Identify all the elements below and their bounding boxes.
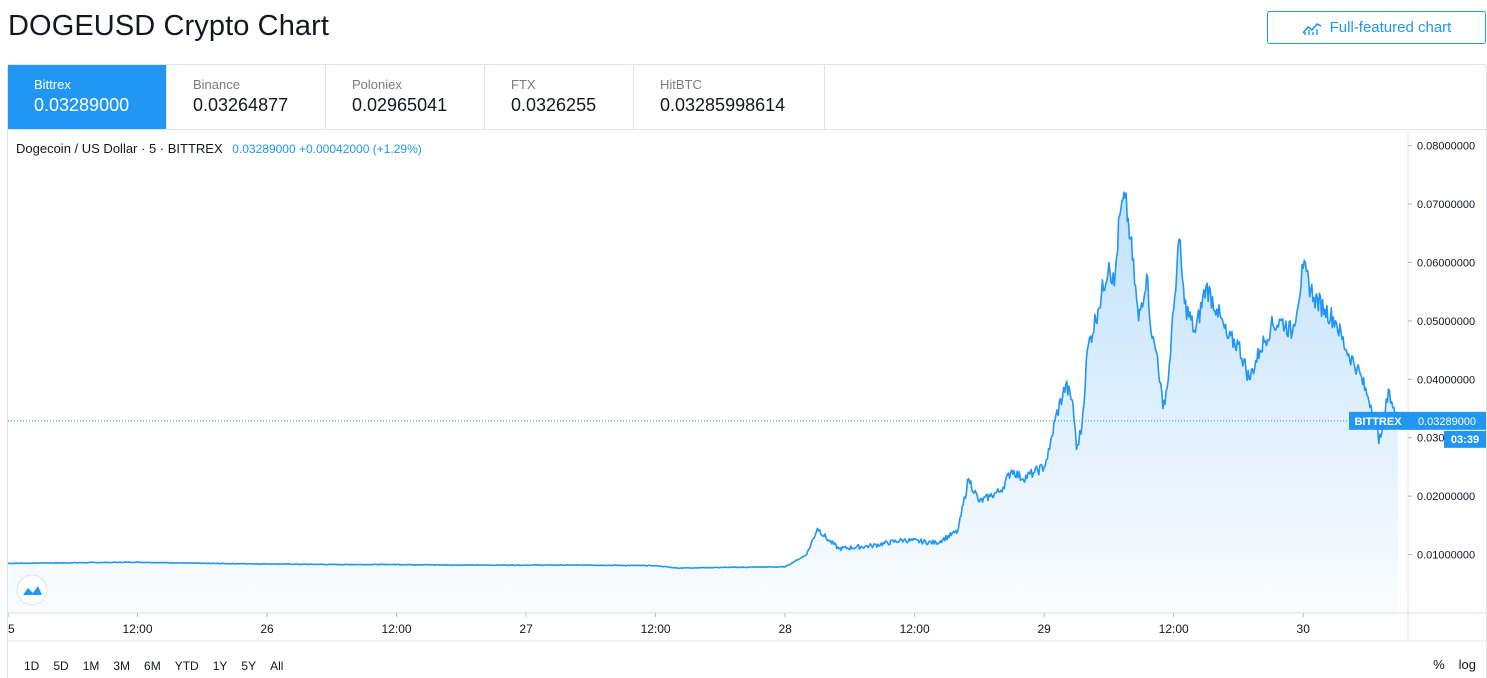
exchange-tabs: Bittrex 0.03289000 Binance 0.03264877 Po… (8, 65, 1486, 130)
range-button-all[interactable]: All (270, 659, 284, 673)
x-tick-label: 28 (778, 622, 792, 636)
x-tick-label: 12:00 (900, 622, 930, 636)
logo-mark (23, 586, 42, 595)
logo-circle (16, 574, 48, 606)
y-tick-label: 0.02000000 (1417, 491, 1475, 503)
exchange-tag-label: BITTREX (1354, 416, 1402, 428)
range-button-3m[interactable]: 3M (113, 659, 131, 673)
full-featured-chart-button[interactable]: Full-featured chart (1267, 11, 1486, 44)
tab-exchange-price: 0.03289000 (34, 95, 130, 115)
last-price-tag-bg (1408, 411, 1486, 430)
x-tick-label: 12:00 (123, 622, 153, 636)
tab-hitbtc[interactable]: HitBTC 0.03285998614 (634, 65, 825, 129)
x-tick-label: 30 (1297, 622, 1311, 636)
y-tick-label: 0.01000000 (1417, 550, 1475, 562)
x-tick-label: 5 (8, 622, 15, 636)
price-chart[interactable]: 0.010000000.020000000.030000000.04000000… (8, 65, 1486, 678)
range-button-5y[interactable]: 5Y (241, 659, 257, 673)
range-button-1m[interactable]: 1M (82, 659, 100, 673)
chart-legend: Dogecoin / US Dollar · 5 · BITTREX 0.032… (16, 141, 422, 156)
tab-exchange-name: Poloniex (352, 77, 402, 92)
tab-binance[interactable]: Binance 0.03264877 (167, 65, 326, 129)
tradingview-logo-icon (16, 574, 48, 606)
chart-line-icon (1302, 20, 1322, 36)
tab-exchange-name: Bittrex (34, 77, 71, 92)
exchange-tag-bg (1349, 411, 1408, 430)
x-tick-label: 29 (1037, 622, 1051, 636)
legend-values: 0.03289000 +0.00042000 (+1.29%) (232, 142, 422, 156)
x-tick-label: 27 (519, 622, 533, 636)
tab-exchange-name: HitBTC (660, 77, 702, 92)
y-tick-label: 0.04000000 (1417, 374, 1475, 386)
tab-poloniex[interactable]: Poloniex 0.02965041 (326, 65, 485, 129)
tab-bittrex[interactable]: Bittrex 0.03289000 (8, 65, 167, 129)
y-tick-label: 0.07000000 (1417, 199, 1475, 211)
page-title: DOGEUSD Crypto Chart (8, 10, 330, 42)
tab-exchange-name: FTX (511, 77, 536, 92)
last-price-tag-value: 0.03289000 (1418, 416, 1476, 428)
y-tick-label: 0.06000000 (1417, 257, 1475, 269)
series-line (8, 191, 1399, 570)
y-tick-label: 0.05000000 (1417, 316, 1475, 328)
range-button-1d[interactable]: 1D (24, 659, 40, 673)
tab-exchange-name: Binance (193, 77, 240, 92)
range-bar: 1D 5D 1M 3M 6M YTD 1Y 5Y All % log (8, 653, 1486, 678)
x-tick-label: 12:00 (382, 622, 412, 636)
chart-widget: Bittrex 0.03289000 Binance 0.03264877 Po… (7, 64, 1487, 678)
legend-symbol: Dogecoin / US Dollar · 5 · BITTREX (16, 141, 223, 156)
percent-scale-button[interactable]: % (1433, 657, 1445, 672)
tab-exchange-price: 0.0326255 (511, 95, 597, 115)
tab-exchange-price: 0.03285998614 (660, 95, 786, 115)
range-button-ytd[interactable]: YTD (174, 659, 199, 673)
range-button-1y[interactable]: 1Y (212, 659, 228, 673)
x-tick-label: 12:00 (1159, 622, 1189, 636)
x-tick-label: 26 (260, 622, 274, 636)
full-featured-chart-label: Full-featured chart (1329, 19, 1452, 36)
tab-exchange-price: 0.03264877 (193, 95, 289, 115)
tab-ftx[interactable]: FTX 0.0326255 (485, 65, 634, 129)
x-tick-label: 12:00 (641, 622, 671, 636)
scale-controls: % log (1433, 657, 1476, 672)
countdown-tag-bg (1444, 430, 1486, 448)
tab-exchange-price: 0.02965041 (352, 95, 448, 115)
range-button-6m[interactable]: 6M (144, 659, 161, 673)
log-scale-button[interactable]: log (1458, 657, 1476, 672)
range-button-5d[interactable]: 5D (53, 659, 69, 673)
series-area (8, 192, 1398, 613)
countdown-tag-value: 03:39 (1451, 434, 1479, 446)
y-tick-label: 0.08000000 (1417, 141, 1475, 153)
